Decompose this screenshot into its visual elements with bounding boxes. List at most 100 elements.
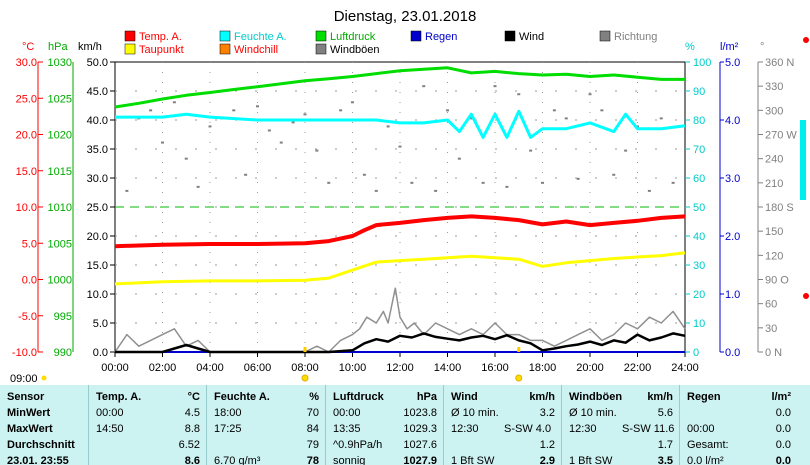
direction-tick-label: 180 S bbox=[765, 202, 794, 214]
x-tick-label: 22:00 bbox=[624, 362, 652, 374]
rain-tick-label: 3.0 bbox=[725, 173, 740, 185]
rain-tick-label: 0.0 bbox=[725, 347, 740, 359]
direction-tick-label: 360 N bbox=[765, 57, 794, 69]
pressure-tick-label: 1010 bbox=[48, 202, 72, 214]
cell-value: 4.5 bbox=[184, 407, 200, 419]
rain-unit-label: l/m² bbox=[720, 41, 739, 53]
pressure-tick-label: 1000 bbox=[48, 275, 72, 287]
direction-point bbox=[232, 109, 236, 112]
temp-tick-label: -5.0 bbox=[18, 311, 37, 323]
legend-label: Windchill bbox=[234, 44, 278, 56]
x-tick-label: 10:00 bbox=[339, 362, 367, 374]
humidity-tick-label: 10 bbox=[693, 318, 705, 330]
cell-note: 6.70 g/m³ bbox=[214, 455, 261, 465]
cell-note: 14:50 bbox=[96, 423, 124, 435]
legend-label: Taupunkt bbox=[139, 44, 184, 56]
legend-label: Richtung bbox=[614, 31, 657, 43]
cell-note: ^0.9hPa/h bbox=[333, 439, 383, 451]
direction-point bbox=[398, 145, 402, 148]
direction-point bbox=[244, 173, 248, 176]
cell-note: 1 Bft SW bbox=[569, 455, 613, 465]
direction-point bbox=[457, 157, 461, 160]
wind-tick-label: 50.0 bbox=[87, 57, 108, 69]
direction-point bbox=[208, 125, 212, 128]
table-column-humidity: Feuchte A.% 18:00 70 17:25 84 79 6.70 g/m³ 78 bbox=[206, 385, 325, 465]
direction-point bbox=[612, 173, 616, 176]
column-header: Sensor bbox=[7, 391, 45, 403]
direction-point bbox=[493, 85, 497, 88]
x-tick-label: 08:00 bbox=[291, 362, 319, 374]
humidity-tick-label: 60 bbox=[693, 173, 705, 185]
day-start-label: 09:00 bbox=[10, 373, 38, 385]
direction-tick-label: 90 O bbox=[765, 275, 789, 287]
humidity-tick-label: 50 bbox=[693, 202, 705, 214]
direction-point bbox=[172, 101, 176, 104]
humidity-tick-label: 0 bbox=[693, 347, 699, 359]
direction-point bbox=[339, 109, 343, 112]
legend-swatch bbox=[124, 43, 136, 55]
direction-tick-label: 120 bbox=[765, 250, 783, 262]
row-label: MaxWert bbox=[7, 423, 53, 435]
direction-point bbox=[422, 85, 426, 88]
pressure-tick-label: 1020 bbox=[48, 130, 72, 142]
side-dot bbox=[803, 37, 809, 43]
wind-tick-label: 30.0 bbox=[87, 173, 108, 185]
temp-tick-label: 20.0 bbox=[16, 130, 37, 142]
cell-note: 00:00 bbox=[96, 407, 124, 419]
direction-point bbox=[374, 189, 378, 192]
cell-value: 79 bbox=[306, 439, 319, 451]
x-tick-label: 02:00 bbox=[149, 362, 177, 374]
cell-note: 1 Bft SW bbox=[451, 455, 495, 465]
sunrise-icon bbox=[301, 374, 309, 382]
cell-value: 1027.9 bbox=[403, 455, 437, 465]
table-column-pressure: Luftdruck hPa 00:00 1023.8 13:35 1029.3 ^0.9hP… bbox=[325, 385, 443, 465]
x-tick-label: 16:00 bbox=[481, 362, 509, 374]
statistics-table: Sensor MinWert MaxWert Durchschnitt 23.01. 2… bbox=[0, 385, 810, 465]
direction-point bbox=[267, 129, 271, 132]
legend-label: Luftdruck bbox=[330, 31, 376, 43]
wind-tick-label: 35.0 bbox=[87, 144, 108, 156]
temp-unit-label: °C bbox=[22, 41, 34, 53]
cell-value: 2.9 bbox=[539, 455, 555, 465]
direction-point bbox=[291, 121, 295, 124]
cell-value: 1.7 bbox=[657, 439, 673, 451]
temp-tick-label: 10.0 bbox=[16, 202, 37, 214]
cell-value: 1023.8 bbox=[403, 407, 437, 419]
direction-point bbox=[659, 117, 663, 120]
cell-note: 12:30 bbox=[569, 423, 597, 435]
wind-unit-label: km/h bbox=[78, 41, 102, 53]
cell-note: 0.0 l/m² bbox=[687, 455, 724, 465]
table-column-wind: Wind km/h Ø 10 min. 3.2 12:30 S-SW 4.0 1.2 1 Bf… bbox=[443, 385, 561, 465]
wind-tick-label: 25.0 bbox=[87, 202, 108, 214]
wind-tick-label: 5.0 bbox=[93, 318, 108, 330]
direction-tick-label: 210 bbox=[765, 178, 783, 190]
side-dot bbox=[803, 293, 809, 299]
direction-point bbox=[552, 109, 556, 112]
page-title: Dienstag, 23.01.2018 bbox=[334, 8, 477, 25]
pressure-tick-label: 995 bbox=[54, 311, 72, 323]
cell-note: 00:00 bbox=[687, 423, 715, 435]
cell-note: Gesamt: bbox=[687, 439, 729, 451]
legend-swatch bbox=[504, 30, 516, 42]
x-tick-label: 04:00 bbox=[196, 362, 224, 374]
direction-point bbox=[125, 189, 129, 192]
wind-series-line bbox=[115, 332, 686, 354]
humidity-series-line bbox=[115, 109, 686, 139]
x-tick-label: 12:00 bbox=[386, 362, 414, 374]
cell-value: 0.0 bbox=[775, 407, 791, 419]
direction-point bbox=[303, 113, 307, 116]
pressure-tick-label: 1025 bbox=[48, 93, 72, 105]
column-unit: °C bbox=[187, 391, 200, 403]
legend-label: Temp. A. bbox=[139, 31, 182, 43]
column-unit: km/h bbox=[647, 391, 673, 403]
direction-point bbox=[351, 101, 354, 104]
table-column-gusts: Windböen km/h Ø 10 min. 5.6 12:30 S-SW 11.6 1.… bbox=[561, 385, 679, 465]
table-column-sensor: Sensor MinWert MaxWert Durchschnitt 23.01. 2… bbox=[0, 385, 88, 465]
wind-tick-label: 10.0 bbox=[87, 289, 108, 301]
cell-value: 8.8 bbox=[184, 423, 200, 435]
pressure-unit-label: hPa bbox=[48, 41, 68, 53]
pressure-tick-label: 1015 bbox=[48, 166, 72, 178]
legend-label: Regen bbox=[425, 31, 457, 43]
day-start-icon bbox=[41, 375, 47, 381]
cell-value: 3.5 bbox=[657, 455, 673, 465]
